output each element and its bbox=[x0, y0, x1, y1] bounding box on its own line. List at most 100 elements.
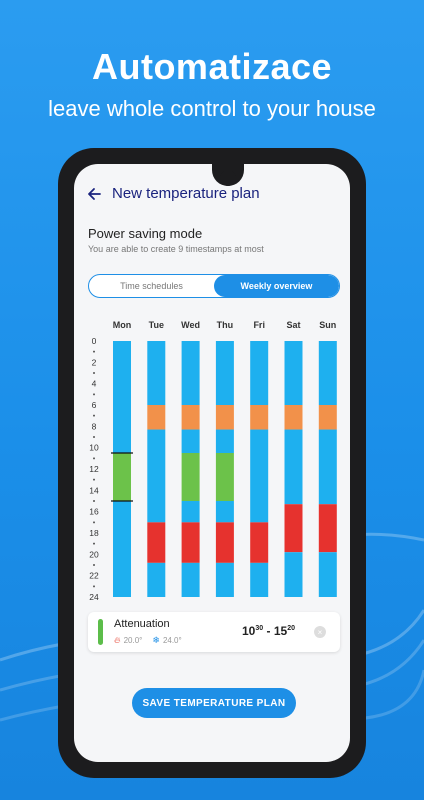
hour-label-12: 12 bbox=[89, 464, 99, 474]
heat-temp: 20.0° bbox=[123, 636, 143, 645]
schedule-block-sun-blue[interactable] bbox=[318, 552, 337, 597]
day-label-wed: Wed bbox=[181, 320, 200, 330]
hour-tick bbox=[93, 585, 95, 588]
app-header: New temperature plan bbox=[74, 180, 350, 210]
close-icon[interactable]: × bbox=[314, 626, 326, 638]
schedule-block-thu-blue[interactable] bbox=[215, 562, 234, 597]
hour-label-10: 10 bbox=[89, 443, 99, 453]
hour-tick bbox=[93, 436, 95, 438]
schedule-block-sat-blue[interactable] bbox=[284, 341, 303, 405]
schedule-block-fri-blue[interactable] bbox=[250, 341, 269, 405]
schedule-block-tue-red[interactable] bbox=[147, 522, 166, 563]
hour-label-20: 20 bbox=[89, 549, 99, 559]
hour-label-16: 16 bbox=[89, 507, 99, 517]
schedule-block-sat-blue[interactable] bbox=[284, 552, 303, 597]
schedule-block-wed-blue[interactable] bbox=[181, 341, 200, 405]
schedule-block-fri-blue[interactable] bbox=[250, 562, 269, 597]
day-label-sat: Sat bbox=[286, 320, 300, 330]
hour-tick bbox=[93, 521, 95, 524]
schedule-block-wed-red[interactable] bbox=[181, 522, 200, 563]
hour-tick bbox=[93, 564, 95, 566]
hour-label-22: 22 bbox=[89, 571, 99, 581]
hour-tick bbox=[93, 393, 95, 396]
interval-color-bar bbox=[98, 619, 103, 645]
view-tabs: Time schedules Weekly overview bbox=[88, 274, 340, 298]
schedule-block-sun-orange[interactable] bbox=[318, 405, 337, 430]
schedule-block-mon-blue[interactable] bbox=[113, 501, 131, 597]
cool-temp: 24.0° bbox=[162, 636, 182, 645]
arrow-left-icon[interactable] bbox=[86, 186, 102, 202]
hour-tick bbox=[93, 350, 95, 353]
schedule-block-mon-blue[interactable] bbox=[113, 341, 131, 453]
hour-label-14: 14 bbox=[89, 485, 99, 495]
hour-label-4: 4 bbox=[92, 379, 97, 389]
schedule-block-mon-green[interactable] bbox=[113, 453, 131, 501]
snowflake-icon: ❄ bbox=[152, 635, 160, 645]
weekly-schedule-chart: Mon Tue Wed Thu Fri Sat Sun 0 2 4 6 8 10 12 14 16 18 20 22… bbox=[74, 314, 350, 604]
schedule-block-wed-blue[interactable] bbox=[181, 562, 200, 597]
time-separator: - bbox=[263, 624, 274, 638]
schedule-block-fri-red[interactable] bbox=[250, 522, 269, 563]
tab-time-schedules[interactable]: Time schedules bbox=[120, 281, 183, 291]
schedule-block-fri-blue[interactable] bbox=[250, 429, 269, 523]
schedule-block-tue-blue[interactable] bbox=[147, 341, 166, 405]
app-screen: New temperature plan Power saving mode Y… bbox=[74, 164, 350, 762]
day-label-tue: Tue bbox=[149, 320, 164, 330]
day-label-sun: Sun bbox=[319, 320, 336, 330]
section-subtitle: You are able to create 9 timestamps at m… bbox=[88, 244, 264, 254]
flame-icon: 🔥︎ bbox=[114, 635, 121, 645]
hour-tick bbox=[93, 500, 95, 502]
schedule-block-sun-red[interactable] bbox=[318, 504, 337, 553]
schedule-block-thu-blue[interactable] bbox=[215, 429, 234, 453]
schedule-block-sat-red[interactable] bbox=[284, 504, 303, 553]
schedule-block-thu-blue[interactable] bbox=[215, 341, 234, 405]
end-minute: 20 bbox=[287, 625, 295, 632]
schedule-block-wed-blue[interactable] bbox=[181, 429, 200, 453]
schedule-block-thu-orange[interactable] bbox=[215, 405, 234, 430]
section-title: Power saving mode bbox=[88, 226, 203, 241]
schedule-block-tue-blue[interactable] bbox=[147, 562, 166, 597]
schedule-block-sun-blue[interactable] bbox=[318, 341, 337, 405]
hour-label-6: 6 bbox=[92, 400, 97, 410]
schedule-block-sat-orange[interactable] bbox=[284, 405, 303, 430]
hour-label-2: 2 bbox=[92, 357, 97, 367]
phone-frame: New temperature plan Power saving mode Y… bbox=[58, 148, 366, 778]
schedule-block-sat-blue[interactable] bbox=[284, 429, 303, 505]
hour-label-8: 8 bbox=[92, 421, 97, 431]
interval-temps: 🔥︎ 20.0° ❄ 24.0° bbox=[114, 635, 182, 646]
hour-tick bbox=[93, 542, 95, 545]
save-plan-button[interactable]: SAVE TEMPERATURE PLAN bbox=[132, 688, 296, 718]
day-label-fri: Fri bbox=[253, 320, 265, 330]
hour-tick bbox=[93, 414, 95, 417]
schedule-block-fri-orange[interactable] bbox=[250, 405, 269, 430]
promo-title: Automatizace bbox=[91, 46, 333, 87]
interval-time: 1030 - 1520 bbox=[242, 624, 295, 638]
hour-tick bbox=[93, 457, 95, 460]
schedule-block-wed-blue[interactable] bbox=[181, 501, 200, 523]
page-title: New temperature plan bbox=[112, 185, 260, 202]
selected-interval-card[interactable]: Attenuation 🔥︎ 20.0° ❄ 24.0° 1030 - 1520… bbox=[88, 612, 340, 652]
end-hour: 15 bbox=[273, 624, 288, 638]
hour-tick bbox=[93, 478, 95, 481]
schedule-block-wed-green[interactable] bbox=[181, 453, 200, 501]
hour-label-0: 0 bbox=[92, 336, 97, 346]
hour-label-24: 24 bbox=[89, 592, 99, 602]
schedule-block-thu-red[interactable] bbox=[215, 522, 234, 563]
interval-title: Attenuation bbox=[114, 618, 170, 630]
day-label-thu: Thu bbox=[217, 320, 234, 330]
tab-weekly-overview[interactable]: Weekly overview bbox=[214, 275, 339, 297]
schedule-block-thu-blue[interactable] bbox=[215, 501, 234, 523]
schedule-block-tue-blue[interactable] bbox=[147, 429, 166, 523]
schedule-block-thu-green[interactable] bbox=[215, 453, 234, 501]
hour-label-18: 18 bbox=[89, 528, 99, 538]
camera-icon bbox=[220, 170, 236, 186]
hour-tick bbox=[93, 372, 95, 374]
promo-subtitle: leave whole control to your house bbox=[48, 96, 376, 121]
weekly-schedule-svg: Mon Tue Wed Thu Fri Sat Sun0246810121416182022… bbox=[89, 320, 337, 602]
start-minute: 30 bbox=[255, 625, 264, 632]
day-label-mon: Mon bbox=[113, 320, 132, 330]
schedule-block-tue-orange[interactable] bbox=[147, 405, 166, 430]
schedule-block-wed-orange[interactable] bbox=[181, 405, 200, 430]
start-hour: 10 bbox=[242, 624, 256, 638]
schedule-block-sun-blue[interactable] bbox=[318, 429, 337, 505]
